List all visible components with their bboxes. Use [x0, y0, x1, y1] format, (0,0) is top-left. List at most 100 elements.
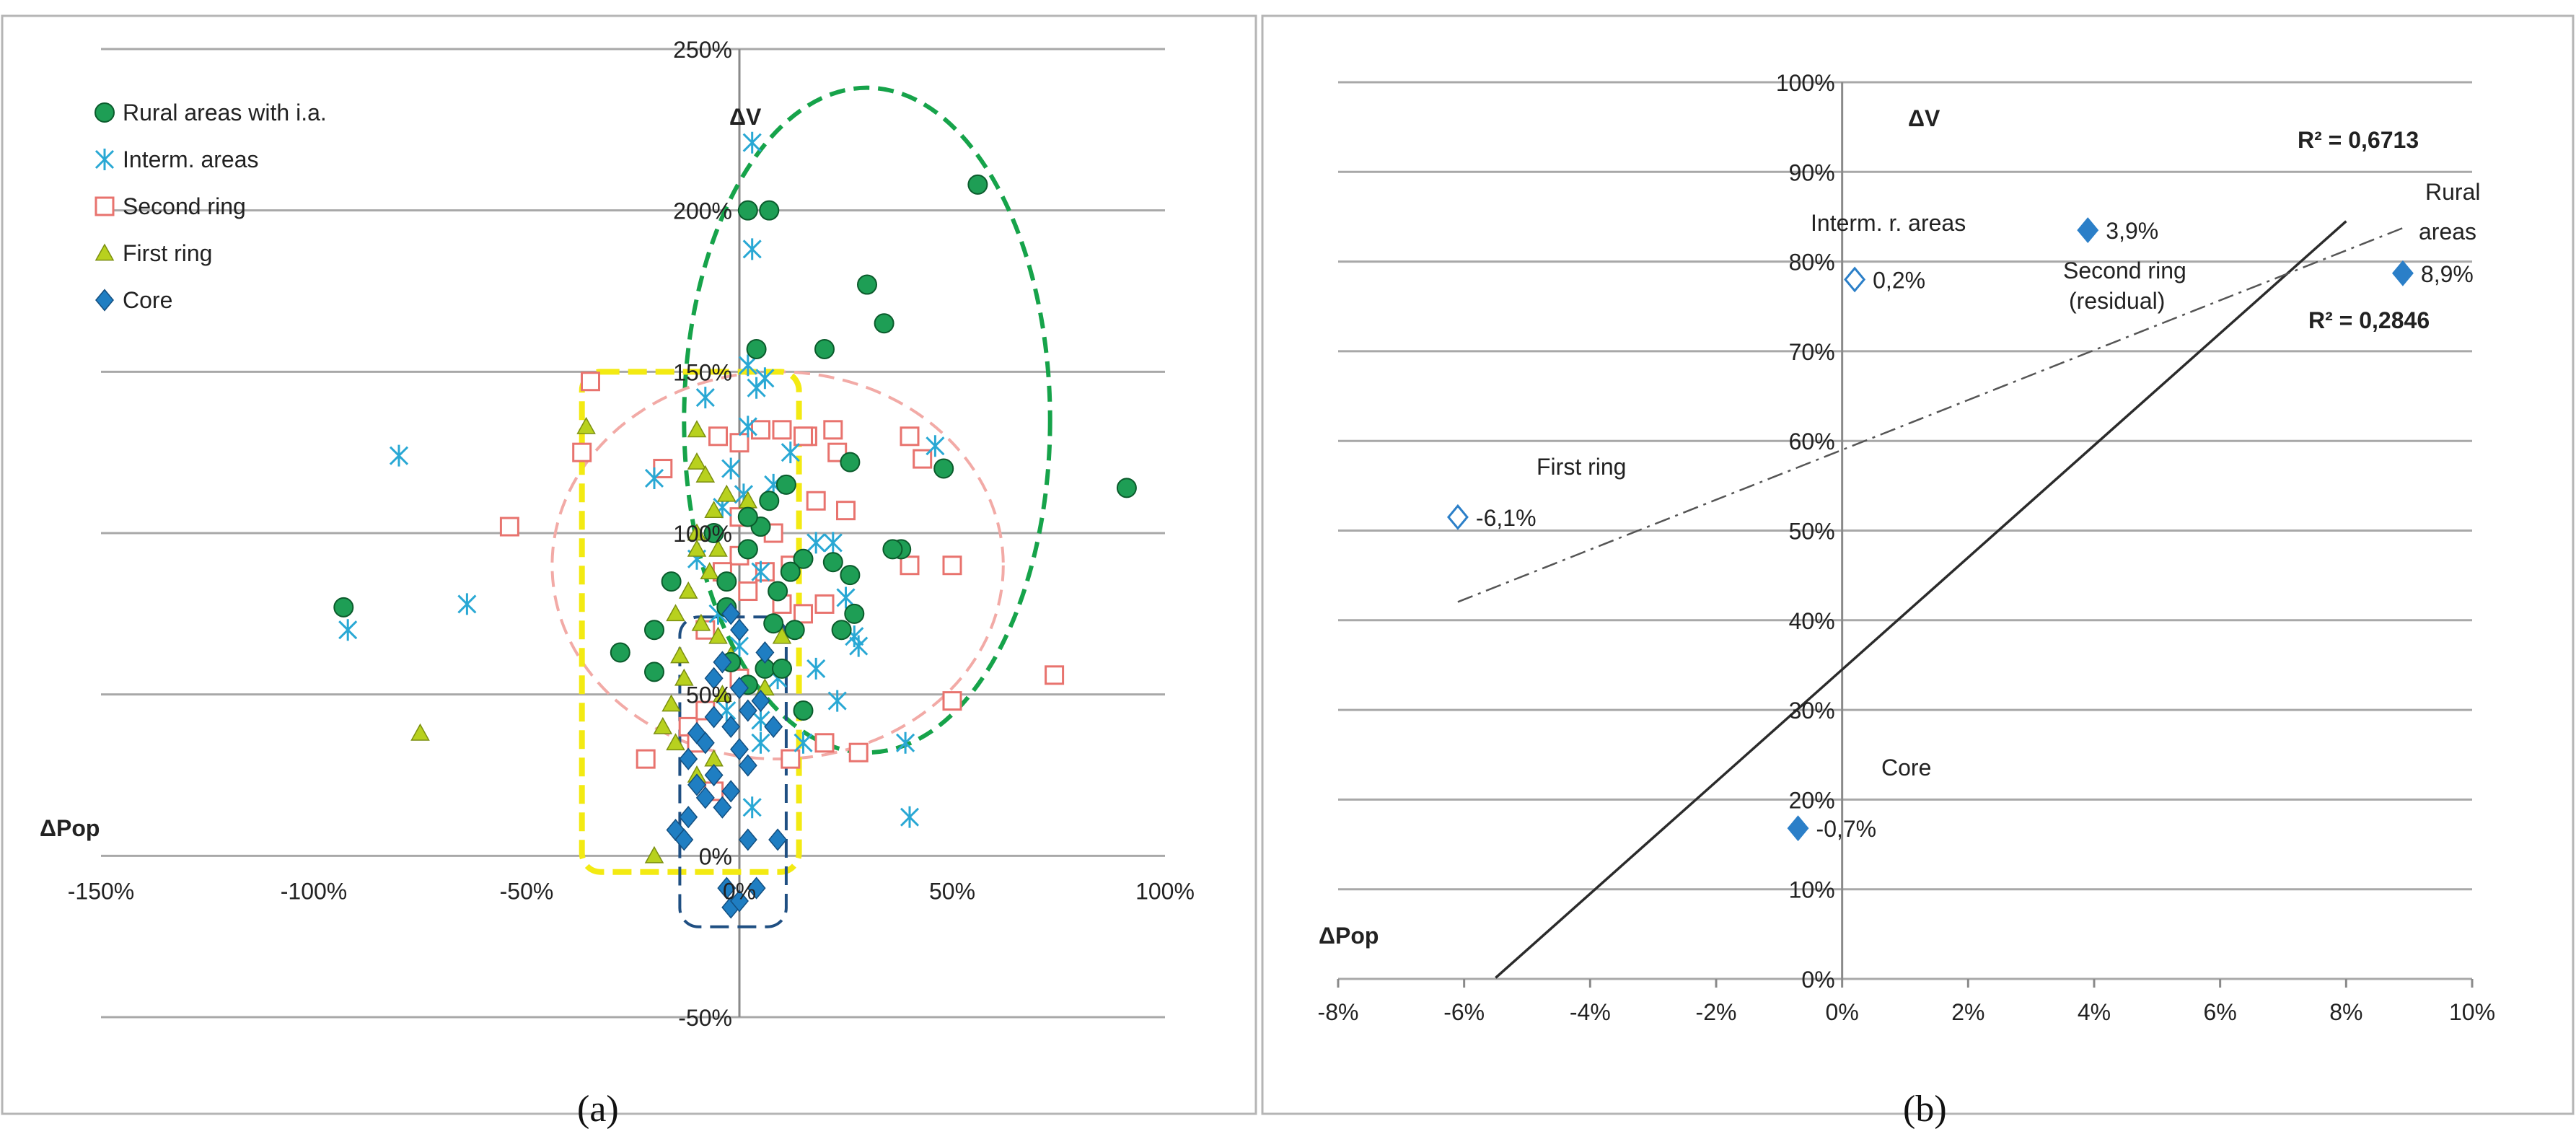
point-core	[751, 690, 770, 713]
point-interm	[738, 416, 757, 438]
panel-b-y-tick-label: 90%	[1789, 159, 1835, 185]
point-second	[755, 562, 775, 582]
panel-b-tick-labels: 0% 10% 20% 30% 40% 50% 60% 70% 80% 90% 100% -8% -6% -…	[1318, 70, 2495, 1025]
point-interm	[806, 532, 826, 554]
legend-label-core: Core	[123, 287, 172, 313]
point-first	[700, 562, 719, 580]
panel-b-x-tick-label: -4%	[1570, 999, 1611, 1025]
point-interm	[900, 806, 920, 828]
point-interm	[457, 593, 477, 615]
point-interm	[644, 467, 664, 489]
point-core	[747, 876, 766, 900]
trendline-solid	[1495, 220, 2347, 979]
point-interm	[389, 444, 409, 467]
point-rural	[793, 548, 814, 569]
point-core	[768, 828, 788, 851]
point-core	[695, 786, 715, 809]
label-first-ring: First ring	[1537, 454, 1626, 480]
panel-a-y-tick-label: 150%	[673, 359, 732, 385]
panel-a-y-axis-title: ΔV	[729, 104, 762, 130]
point-interm	[751, 561, 770, 583]
point-interm	[896, 731, 915, 754]
point-interm	[738, 354, 757, 377]
point-core	[730, 738, 749, 761]
point-rural	[933, 458, 954, 479]
point-rural	[763, 613, 784, 634]
label-rural-areas: Rural areas	[2419, 179, 2487, 245]
point-interm	[827, 690, 847, 712]
panel-b-gridlines	[1337, 81, 2474, 988]
trendline-dash-dot	[1457, 227, 2404, 603]
point-b-value-label: 0,2%	[1873, 267, 1925, 293]
point-interm	[338, 619, 358, 641]
label-core: Core	[1881, 755, 1931, 781]
panel-b-y-tick-label: 30%	[1789, 698, 1835, 724]
point-rural	[737, 506, 758, 527]
point-second	[823, 420, 843, 440]
point-first	[687, 539, 707, 557]
point-second	[814, 594, 835, 614]
point-rural	[772, 658, 792, 679]
panel-a-x-tick-label: -100%	[281, 878, 348, 904]
panel-a-x-tick-label: -50%	[500, 878, 554, 904]
legend-marker-interm	[94, 149, 115, 170]
point-core	[704, 763, 724, 787]
legend-marker-first	[94, 243, 115, 261]
panel-a-x-tick-label: 100%	[1135, 878, 1195, 904]
panel-a-chart: -50% 0% 50% 100% 150% 200% 250% -150% -100% -50% 0…	[1, 14, 1257, 1130]
panel-a-label: (a)	[577, 1089, 619, 1130]
point-second	[636, 749, 656, 769]
point-first	[717, 484, 737, 502]
panel-a-legend: Rural areas with i.a. Interm. areas Second…	[94, 100, 327, 313]
point-first	[713, 685, 732, 703]
panel-b-chart: -6,1% 0,2% 3,9% 8,9% -0,7% 0% 10% 20% 30% 40% 50%…	[1261, 14, 2575, 1130]
point-rural	[857, 274, 877, 295]
point-second	[794, 604, 813, 624]
point-core	[717, 876, 737, 900]
point-first	[410, 723, 430, 741]
panel-a-x-tick-label: -150%	[68, 878, 135, 904]
point-second	[794, 426, 813, 447]
point-interm	[742, 238, 762, 260]
point-core	[704, 667, 724, 690]
point-first	[674, 668, 694, 686]
point-core	[738, 754, 757, 777]
panel-a-y-tick-label: 0%	[699, 843, 732, 869]
panel-a-y-tick-label: 50%	[686, 682, 732, 708]
point-rural	[644, 662, 664, 682]
point-interm	[836, 586, 856, 609]
point-second	[729, 433, 749, 453]
point-core	[704, 706, 724, 729]
point-interm	[721, 457, 741, 480]
point-rural	[1116, 478, 1137, 498]
point-interm	[823, 532, 843, 554]
point-second	[806, 491, 826, 511]
point-first	[687, 523, 707, 541]
point-core	[755, 641, 775, 664]
panel-b-y-axis-title: ΔV	[1908, 105, 1940, 131]
panel-b-y-tick-label: 50%	[1789, 519, 1835, 545]
point-core	[713, 796, 732, 819]
point-rural	[780, 561, 801, 582]
point-first	[653, 716, 673, 734]
point-core	[764, 715, 783, 738]
point-rural	[703, 523, 724, 543]
point-second	[836, 501, 856, 521]
panel-a-y-tick-label: 250%	[673, 37, 732, 63]
legend-label-second: Second ring	[123, 193, 246, 219]
point-core	[730, 677, 749, 700]
point-interm	[849, 635, 869, 657]
point-second	[942, 555, 962, 576]
panel-b-label: (b)	[1903, 1089, 1947, 1130]
point-second	[900, 555, 920, 576]
point-second	[772, 420, 792, 440]
panel-b-x-tick-label: 4%	[2078, 999, 2111, 1025]
point-interm	[742, 796, 762, 819]
point-core	[674, 828, 694, 851]
panel-a-y-tick-label: 200%	[673, 198, 732, 224]
point-interm	[781, 441, 800, 464]
panel-b-x-tick-label: 2%	[1951, 999, 1984, 1025]
point-second	[708, 426, 728, 447]
point-first	[772, 626, 792, 644]
point-first	[576, 416, 596, 434]
